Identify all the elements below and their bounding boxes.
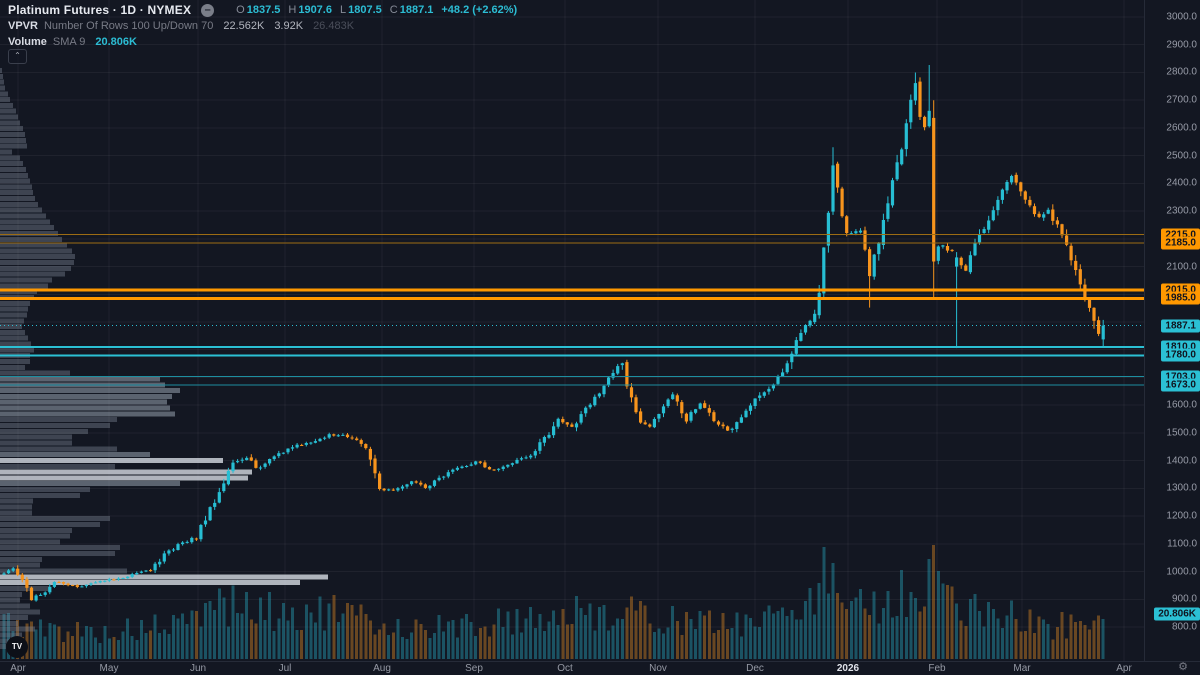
collapse-legend-button[interactable]: ⌃ [8, 49, 27, 64]
price-label-1985.0[interactable]: 1985.0 [1161, 291, 1200, 305]
tradingview-logo[interactable]: TV [6, 636, 28, 658]
price-tick-2600.0: 2600.0 [1166, 122, 1197, 134]
symbol-title[interactable]: Platinum Futures · 1D · NYMEX [8, 3, 192, 17]
time-tick-Mar: Mar [1013, 663, 1031, 674]
price-tick-1600.0: 1600.0 [1166, 399, 1197, 411]
vpvr-value-2: 3.92K [274, 20, 304, 32]
volume-params: SMA 9 [52, 36, 86, 48]
close-value: 1887.1 [399, 4, 434, 16]
current-price-label: 1887.1 [1161, 319, 1200, 333]
axis-settings-gear-icon[interactable]: ⚙ [1178, 661, 1188, 673]
vpvr-value-1: 22.562K [223, 20, 265, 32]
volume-value-label: 20.806K [1154, 607, 1200, 621]
price-tick-1300.0: 1300.0 [1166, 482, 1197, 494]
vpvr-value-3: 26.483K [313, 20, 355, 32]
price-label-2185.0[interactable]: 2185.0 [1161, 236, 1200, 250]
close-label: C [389, 4, 398, 16]
volume-indicator-row[interactable]: Volume SMA 9 20.806K [8, 34, 517, 50]
price-tick-2800.0: 2800.0 [1166, 66, 1197, 78]
chart-legend: Platinum Futures · 1D · NYMEX – O 1837.5 … [8, 2, 517, 50]
time-tick-Jul: Jul [278, 663, 292, 674]
time-tick-Aug: Aug [373, 663, 391, 674]
time-tick-Nov: Nov [649, 663, 667, 674]
price-tick-900.0: 900.0 [1171, 593, 1197, 605]
change-value: +48.2 (+2.62%) [441, 4, 518, 16]
volume-value: 20.806K [95, 36, 137, 48]
time-tick-Sep: Sep [465, 663, 483, 674]
vpvr-name[interactable]: VPVR [8, 20, 38, 32]
volume-name[interactable]: Volume [8, 36, 47, 48]
price-tick-3000.0: 3000.0 [1166, 11, 1197, 23]
price-tick-2700.0: 2700.0 [1166, 94, 1197, 106]
price-label-1780.0[interactable]: 1780.0 [1161, 348, 1200, 362]
high-label: H [288, 4, 297, 16]
price-label-1673.0[interactable]: 1673.0 [1161, 378, 1200, 392]
price-tick-2900.0: 2900.0 [1166, 39, 1197, 51]
hide-series-button[interactable]: – [201, 3, 215, 17]
time-tick-Feb: Feb [928, 663, 946, 674]
price-tick-1200.0: 1200.0 [1166, 510, 1197, 522]
open-label: O [236, 4, 245, 16]
time-tick-Apr: Apr [10, 663, 26, 674]
chart-plot-area[interactable] [0, 0, 1144, 661]
price-tick-1400.0: 1400.0 [1166, 455, 1197, 467]
price-level-lines[interactable] [0, 234, 1144, 386]
price-axis[interactable]: 3000.0 2900.0 2800.0 2700.0 2600.0 2500.0 2400… [1144, 0, 1200, 661]
price-tick-1100.0: 1100.0 [1167, 538, 1197, 550]
vpvr-indicator-row[interactable]: VPVR Number Of Rows 100 Up/Down 70 22.56… [8, 18, 517, 34]
price-tick-800.0: 800.0 [1171, 621, 1197, 633]
time-tick-May: May [99, 663, 119, 674]
ohlc-values: O 1837.5 H 1907.6 L 1807.5 C 1887.1 +48.2 (+… [230, 4, 517, 16]
time-tick-Jun: Jun [189, 663, 207, 674]
high-value: 1907.6 [298, 4, 332, 16]
open-value: 1837.5 [246, 4, 281, 16]
time-tick-2026: 2026 [836, 663, 860, 674]
volume-profile[interactable] [0, 68, 328, 650]
chart-canvas[interactable] [0, 0, 1144, 661]
price-tick-1000.0: 1000.0 [1166, 566, 1197, 578]
price-tick-1500.0: 1500.0 [1166, 427, 1197, 439]
time-tick-Dec: Dec [746, 663, 764, 674]
volume-layer [2, 545, 1105, 659]
vpvr-params: Number Of Rows 100 Up/Down 70 [43, 20, 214, 32]
price-tick-2400.0: 2400.0 [1166, 177, 1197, 189]
grid-layer [0, 0, 1144, 661]
symbol-row[interactable]: Platinum Futures · 1D · NYMEX – O 1837.5 … [8, 2, 517, 18]
time-axis[interactable]: Apr May Jun Jul Aug Sep Oct Nov Dec 2026 Feb Mar Apr [0, 661, 1200, 675]
price-tick-2300.0: 2300.0 [1166, 205, 1197, 217]
price-tick-2100.0: 2100.0 [1166, 261, 1197, 273]
candles-layer [2, 65, 1105, 602]
price-tick-2500.0: 2500.0 [1166, 150, 1197, 162]
low-label: L [339, 4, 347, 16]
time-tick-Apr: Apr [1116, 663, 1132, 674]
time-tick-Oct: Oct [557, 663, 573, 674]
low-value: 1807.5 [348, 4, 382, 16]
